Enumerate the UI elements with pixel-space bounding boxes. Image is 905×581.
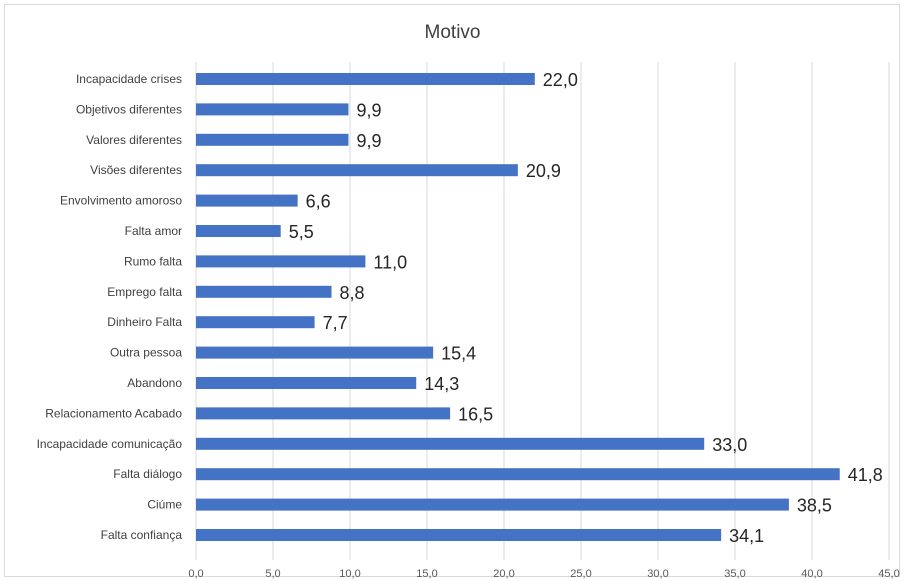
data-label: 14,3 — [424, 374, 459, 394]
bar — [196, 194, 298, 207]
x-tick-label: 35,0 — [724, 568, 745, 580]
category-label: Falta diálogo — [113, 467, 182, 481]
data-label: 38,5 — [797, 496, 832, 516]
x-tick-label: 25,0 — [570, 568, 591, 580]
category-label: Falta confiança — [101, 528, 183, 542]
bar — [196, 498, 789, 511]
data-label: 20,9 — [526, 161, 561, 181]
data-label: 22,0 — [543, 70, 578, 90]
bar — [196, 255, 366, 268]
x-tick-label: 0,0 — [188, 568, 203, 580]
bar — [196, 468, 840, 481]
chart-title: Motivo — [424, 22, 481, 43]
bar — [196, 73, 535, 85]
x-tick-label: 15,0 — [416, 568, 437, 580]
bar — [196, 316, 315, 329]
data-label: 8,8 — [340, 283, 365, 303]
category-label: Abandono — [127, 376, 182, 390]
bar — [196, 437, 705, 450]
category-label: Visões diferentes — [90, 163, 182, 177]
category-label: Rumo falta — [124, 254, 182, 268]
data-label: 5,5 — [289, 222, 314, 242]
x-tick-label: 5,0 — [265, 568, 280, 580]
data-label: 34,1 — [729, 526, 764, 546]
bar — [196, 377, 417, 389]
category-label: Emprego falta — [107, 285, 182, 299]
data-label: 33,0 — [712, 435, 747, 455]
category-label: Incapacidade crises — [76, 72, 182, 86]
bar — [196, 103, 349, 116]
category-label: Ciúme — [147, 498, 182, 512]
category-label: Incapacidade comunicação — [37, 437, 183, 451]
bar — [196, 529, 722, 541]
data-label: 11,0 — [373, 252, 407, 272]
bar — [196, 164, 518, 177]
x-tick-label: 45,0 — [878, 568, 899, 580]
bar — [196, 285, 332, 298]
data-label: 16,5 — [458, 404, 493, 424]
bar — [196, 225, 281, 237]
data-label: 15,4 — [441, 344, 476, 364]
data-label: 7,7 — [323, 313, 348, 333]
data-label: 41,8 — [848, 465, 883, 485]
data-label: 6,6 — [306, 192, 331, 212]
bar — [196, 346, 434, 359]
category-label: Objetivos diferentes — [76, 102, 182, 116]
x-tick-label: 20,0 — [493, 568, 514, 580]
chart-area — [4, 4, 900, 577]
category-label: Valores diferentes — [86, 133, 182, 147]
x-tick-label: 10,0 — [339, 568, 360, 580]
bar — [196, 133, 349, 146]
data-label: 9,9 — [356, 131, 381, 151]
data-label: 9,9 — [356, 100, 381, 120]
x-tick-label: 30,0 — [647, 568, 668, 580]
category-label: Envolvimento amoroso — [60, 194, 182, 208]
bar — [196, 407, 451, 420]
category-label: Dinheiro Falta — [107, 315, 182, 329]
category-label: Relacionamento Acabado — [45, 406, 182, 420]
category-label: Falta amor — [125, 224, 182, 238]
category-label: Outra pessoa — [110, 346, 182, 360]
x-tick-label: 40,0 — [801, 568, 822, 580]
